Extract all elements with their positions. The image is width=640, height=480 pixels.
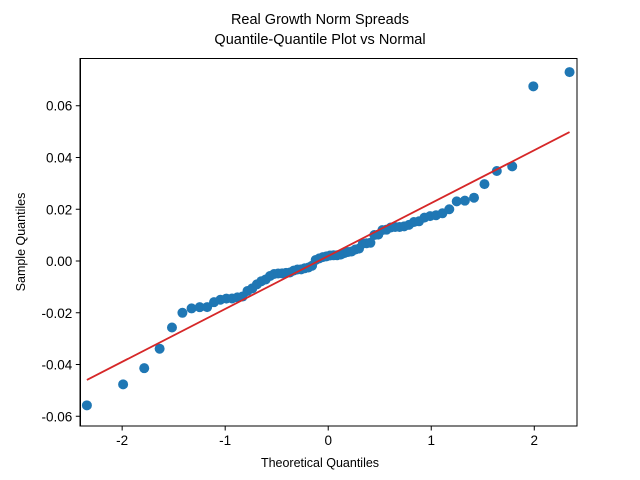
svg-text:0.02: 0.02: [46, 202, 72, 217]
svg-text:-0.04: -0.04: [42, 358, 73, 373]
svg-text:0.00: 0.00: [46, 254, 72, 269]
svg-text:1: 1: [427, 433, 435, 448]
svg-text:0.04: 0.04: [46, 150, 73, 165]
svg-text:-0.02: -0.02: [42, 306, 73, 321]
svg-text:-0.06: -0.06: [42, 409, 73, 424]
svg-text:2: 2: [531, 433, 539, 448]
svg-text:-1: -1: [219, 433, 231, 448]
svg-text:-2: -2: [116, 433, 128, 448]
svg-text:0.06: 0.06: [46, 99, 72, 114]
svg-text:0: 0: [324, 433, 332, 448]
